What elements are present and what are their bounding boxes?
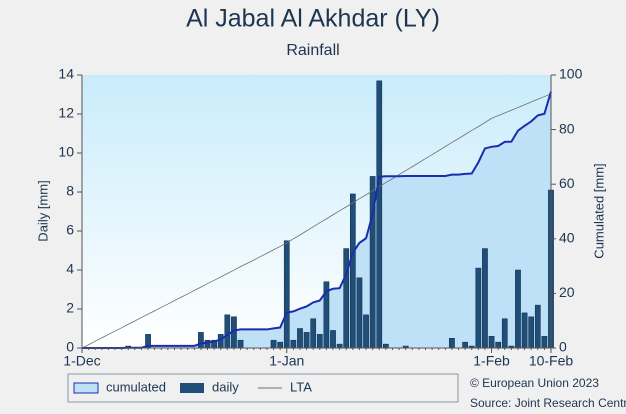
bar — [482, 248, 488, 349]
chart-title: Al Jabal Al Akhdar (LY) — [186, 5, 440, 33]
bar — [277, 341, 284, 349]
y-axis-label: Daily [mm] — [35, 180, 50, 241]
y2-tick-label: 80 — [559, 120, 575, 136]
bar — [316, 334, 323, 349]
y2-tick-label: 40 — [559, 230, 575, 246]
bar — [310, 318, 317, 349]
bar — [198, 332, 204, 349]
y-tick-label: 8 — [66, 183, 74, 199]
bar — [270, 339, 277, 349]
y2-tick-label: 60 — [559, 175, 575, 191]
bar — [303, 332, 310, 349]
bar — [521, 312, 528, 349]
bar — [501, 318, 508, 349]
bar — [224, 314, 231, 349]
bar — [534, 304, 541, 349]
bar — [363, 314, 369, 349]
bar — [475, 267, 482, 349]
y-tick-label: 10 — [58, 144, 74, 160]
bar — [515, 269, 521, 349]
bar — [528, 316, 535, 349]
bar — [376, 80, 383, 349]
bar — [495, 341, 502, 349]
bar — [237, 339, 244, 349]
x-tick-label: 10-Feb — [529, 353, 574, 369]
cumulated-line — [82, 91, 552, 349]
y-tick-label: 12 — [58, 105, 74, 121]
y2-tick-label: 100 — [559, 66, 583, 82]
x-tick-label: 1-Feb — [473, 353, 510, 369]
y-tick-label: 14 — [58, 66, 74, 82]
cumulated-area — [82, 91, 551, 348]
bar — [383, 343, 389, 349]
legend-label: cumulated — [106, 379, 166, 394]
legend-label: daily — [212, 379, 239, 394]
bar — [336, 343, 343, 349]
bar — [283, 240, 290, 349]
bar — [449, 338, 455, 349]
y2-tick-label: 0 — [559, 339, 567, 355]
credit: Source: Joint Research Centre — [470, 396, 626, 410]
y-tick-label: 6 — [66, 222, 74, 238]
y2-axis-label: Cumulated [mm] — [591, 163, 606, 258]
x-tick-label: 1-Jan — [269, 353, 304, 369]
bar — [356, 277, 363, 349]
chart-subtitle: Rainfall — [286, 42, 339, 59]
bar — [343, 248, 350, 349]
legend-label: LTA — [290, 379, 312, 394]
credit: © European Union 2023 — [470, 376, 599, 390]
y-tick-label: 2 — [66, 300, 74, 316]
bar — [290, 339, 297, 349]
bar — [217, 334, 224, 349]
x-tick-label: 1-Dec — [63, 353, 100, 369]
bar — [462, 341, 468, 349]
lta-line — [81, 93, 552, 349]
bar — [297, 328, 303, 349]
bar — [330, 330, 336, 349]
legend-box — [67, 373, 459, 403]
y-tick-label: 4 — [66, 261, 74, 277]
bar — [541, 336, 548, 349]
bar — [349, 193, 356, 349]
y2-tick-label: 20 — [559, 284, 575, 300]
legend-swatch — [180, 383, 204, 393]
legend-swatch — [73, 382, 99, 394]
y-tick-label: 0 — [66, 339, 74, 355]
bar — [488, 336, 495, 349]
